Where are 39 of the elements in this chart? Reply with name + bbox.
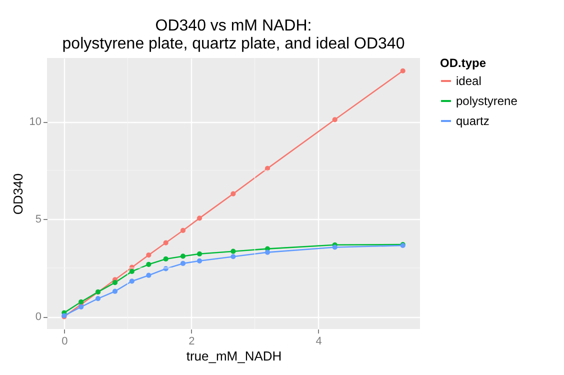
x-tick-label: 0	[62, 336, 68, 348]
point	[78, 304, 84, 310]
point	[180, 254, 186, 259]
point	[264, 166, 270, 171]
point	[332, 244, 338, 250]
point	[196, 216, 202, 221]
point	[264, 250, 270, 255]
point	[95, 296, 101, 302]
point	[196, 251, 202, 256]
point	[163, 240, 168, 246]
point	[129, 268, 134, 274]
y-tick-label: 5	[35, 214, 42, 226]
point	[146, 252, 152, 258]
legend-label: polystyrene	[456, 94, 518, 108]
y-axis-title: OD340	[10, 173, 26, 215]
point	[196, 258, 202, 264]
point	[129, 278, 134, 284]
point	[146, 272, 152, 278]
point	[230, 254, 236, 260]
legend-title: OD.type	[440, 56, 486, 70]
y-tick-label: 10	[29, 116, 42, 128]
point	[332, 117, 338, 122]
point	[230, 248, 236, 254]
chart-title: OD340 vs mM NADH: polystyrene plate, quartz plate, and ideal OD340	[62, 18, 405, 53]
point	[163, 256, 168, 262]
legend-label: quartz	[456, 114, 490, 128]
point	[230, 191, 236, 196]
point	[400, 68, 406, 74]
point	[180, 260, 186, 266]
y-tick-label: 0	[35, 311, 42, 324]
x-tick-label: 2	[188, 336, 195, 348]
point	[146, 262, 152, 267]
legend-label: ideal	[456, 74, 482, 88]
point	[112, 288, 118, 294]
x-tick-label: 4	[316, 336, 322, 348]
point	[112, 280, 118, 286]
x-axis-title: true_mM_NADH	[186, 348, 282, 364]
point	[78, 299, 84, 304]
point	[180, 228, 186, 234]
